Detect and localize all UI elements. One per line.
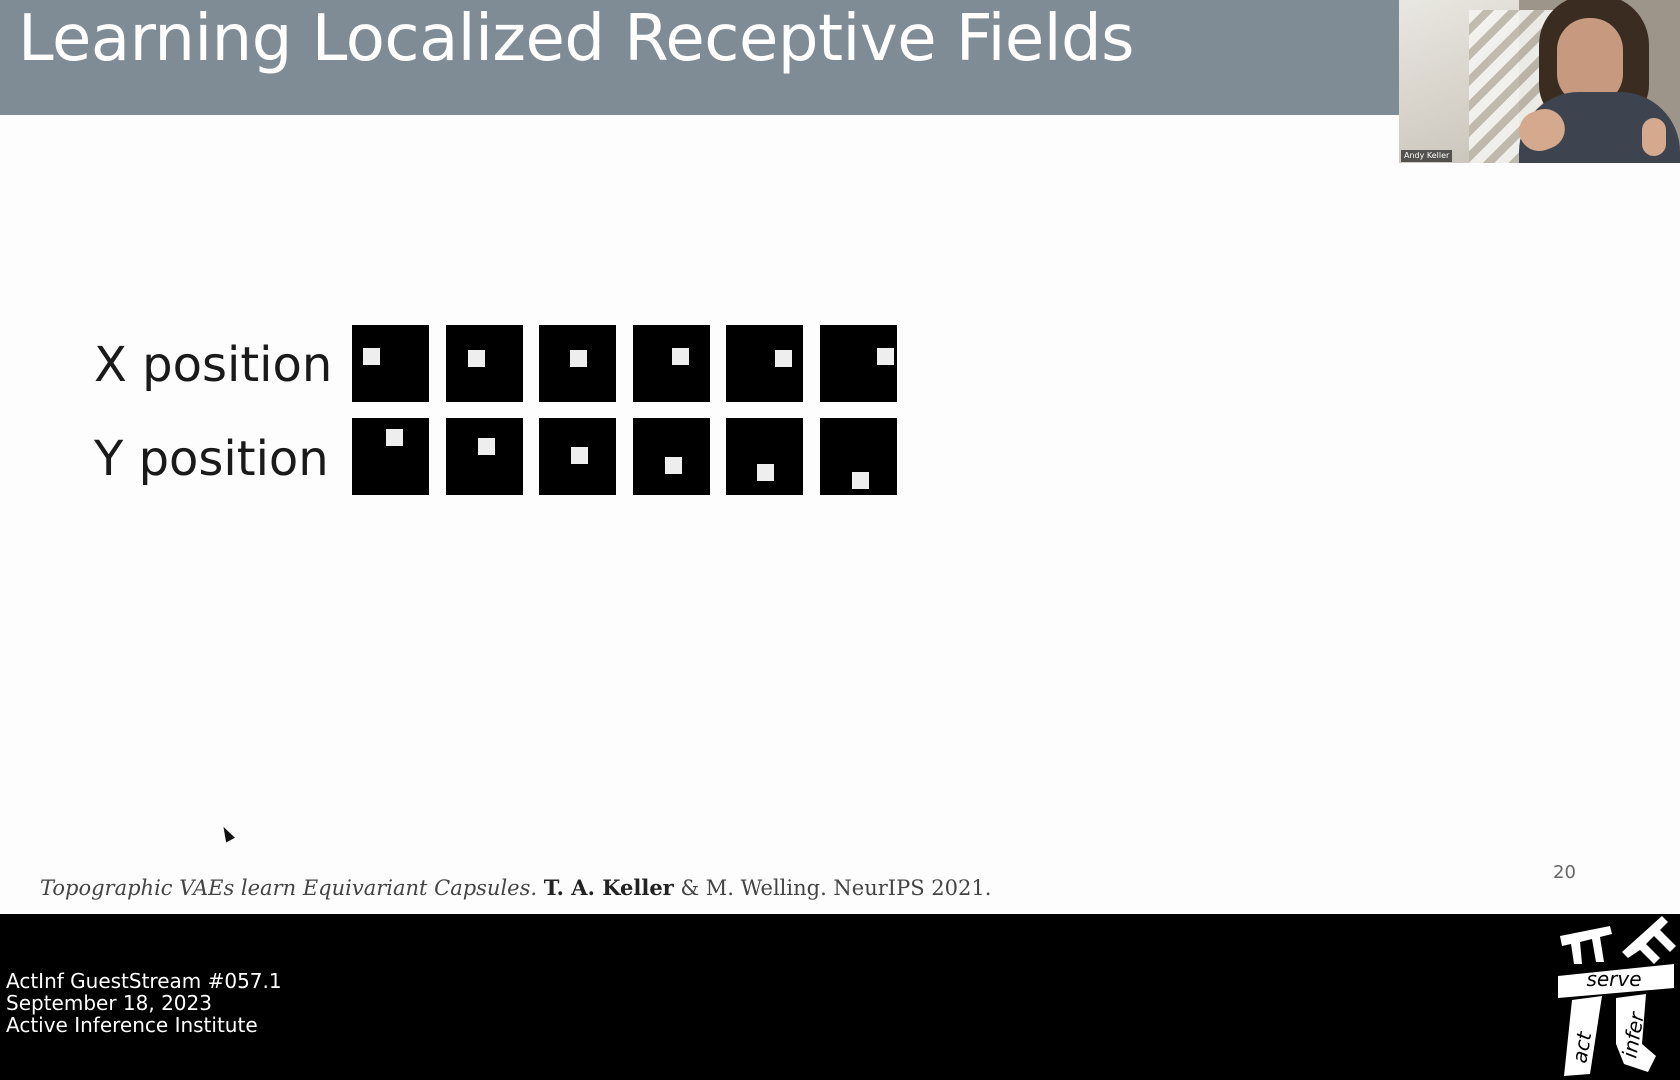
x-position-tile <box>446 325 523 402</box>
slide-page-number: 20 <box>1553 862 1576 883</box>
receptive-field-dot <box>775 350 792 367</box>
y-position-tile <box>352 418 429 495</box>
x-position-tile <box>633 325 710 402</box>
receptive-field-dot <box>877 348 894 365</box>
logo-word-act: act <box>1567 1029 1596 1065</box>
speaker-hand-right <box>1642 118 1666 156</box>
stream-date: September 18, 2023 <box>6 991 212 1015</box>
receptive-field-dot <box>852 472 869 489</box>
x-position-tile <box>726 325 803 402</box>
stream-organization: Active Inference Institute <box>6 1013 258 1037</box>
slide-title: Learning Localized Receptive Fields <box>18 2 1134 76</box>
receptive-field-dot <box>363 348 380 365</box>
citation-rest: & M. Welling. NeurIPS 2021. <box>680 876 992 900</box>
citation: Topographic VAEs learn Equivariant Capsu… <box>40 875 991 901</box>
y-position-tile <box>726 418 803 495</box>
stream-info: ActInf GuestStream #057.1 September 18, … <box>6 970 282 1036</box>
speaker-webcam-video[interactable] <box>1399 0 1680 163</box>
x-position-tile <box>539 325 616 402</box>
receptive-field-dot <box>478 438 495 455</box>
x-position-label: X position <box>94 337 333 393</box>
logo-word-serve: serve <box>1586 967 1641 991</box>
webcam-participant-name: Andy Keller <box>1401 150 1453 162</box>
stream-episode: ActInf GuestStream #057.1 <box>6 969 282 993</box>
y-position-tile <box>446 418 523 495</box>
receptive-field-dot <box>757 464 774 481</box>
receptive-field-dot <box>672 348 689 365</box>
x-position-tile <box>820 325 897 402</box>
y-position-tile <box>633 418 710 495</box>
stream-info-bar <box>0 914 1680 1080</box>
active-inference-logo-icon: serve act infer <box>1558 916 1676 1076</box>
receptive-field-dot <box>386 429 403 446</box>
receptive-field-dot <box>665 457 682 474</box>
y-position-tile <box>820 418 897 495</box>
receptive-field-dot <box>570 350 587 367</box>
citation-title: Topographic VAEs learn Equivariant Capsu… <box>40 876 538 900</box>
y-position-tile <box>539 418 616 495</box>
x-position-tile <box>352 325 429 402</box>
y-position-label: Y position <box>94 431 329 487</box>
citation-author: T. A. Keller <box>543 875 674 900</box>
speaker-face <box>1557 18 1623 104</box>
mouse-cursor-icon <box>219 824 235 843</box>
receptive-field-dot <box>571 447 588 464</box>
receptive-field-dot <box>468 350 485 367</box>
